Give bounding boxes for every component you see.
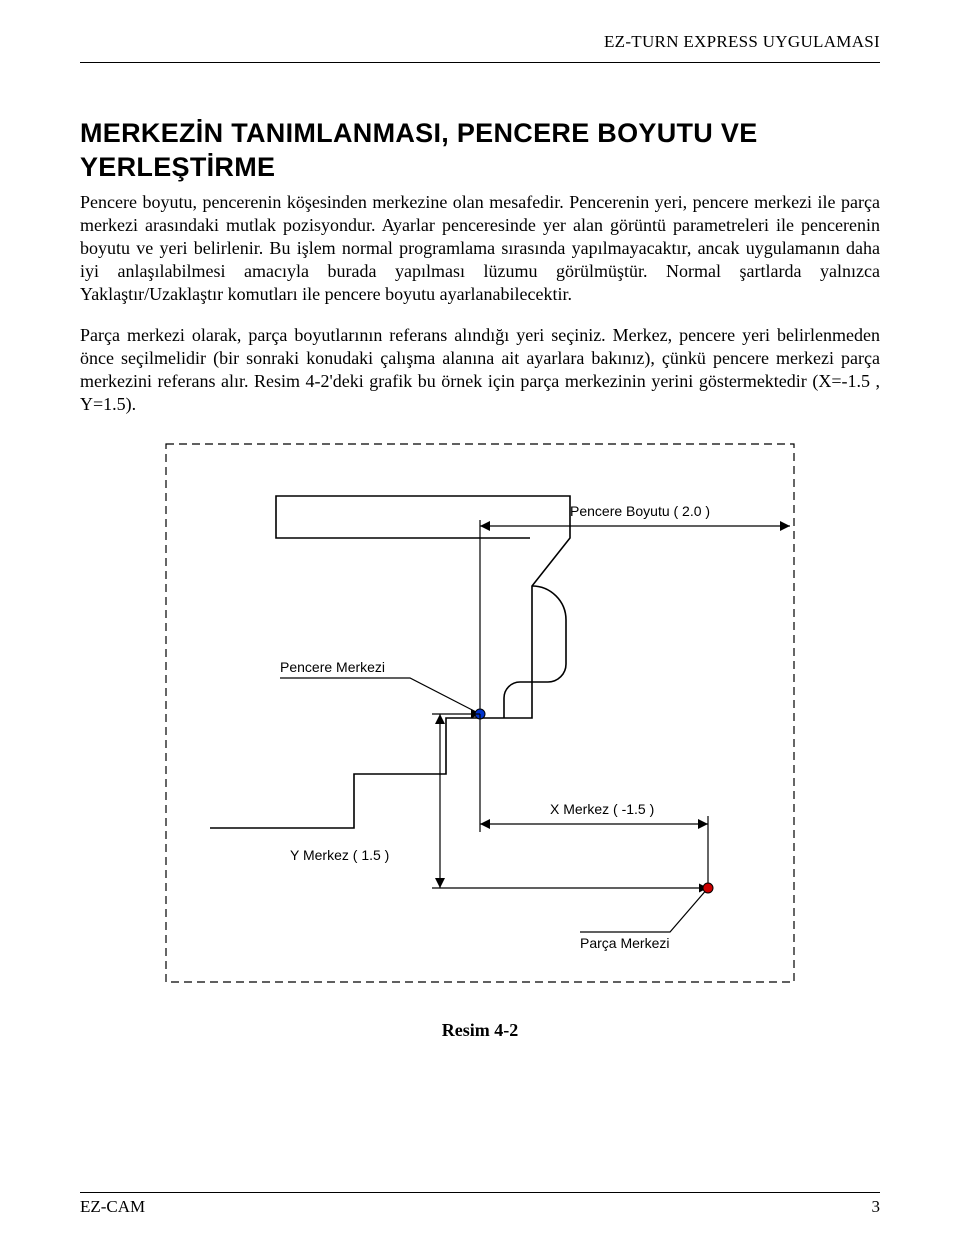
paragraph-1: Pencere boyutu, pencerenin köşesinden me…: [80, 191, 880, 306]
footer-page-number: 3: [872, 1197, 881, 1217]
figure-4-2: Pencere Boyutu ( 2.0 ) Pencere Merkezi X M…: [150, 434, 810, 994]
figure-caption: Resim 4-2: [80, 1020, 880, 1041]
svg-text:Pencere Merkezi: Pencere Merkezi: [280, 659, 385, 675]
header-rule: [80, 62, 880, 63]
paragraph-2: Parça merkezi olarak, parça boyutlarının…: [80, 324, 880, 416]
diagram-svg: Pencere Boyutu ( 2.0 ) Pencere Merkezi X M…: [150, 434, 810, 994]
header-text: EZ-TURN EXPRESS UYGULAMASI: [604, 32, 880, 51]
footer-left: EZ-CAM: [80, 1197, 145, 1217]
page-footer: EZ-CAM 3: [80, 1192, 880, 1217]
section-title: MERKEZİN TANIMLANMASI, PENCERE BOYUTU VE…: [80, 117, 880, 185]
footer-rule: [80, 1192, 880, 1193]
svg-text:Parça Merkezi: Parça Merkezi: [580, 935, 669, 951]
page-header: EZ-TURN EXPRESS UYGULAMASI: [80, 0, 880, 62]
svg-text:Pencere Boyutu ( 2.0 ): Pencere Boyutu ( 2.0 ): [570, 503, 710, 519]
svg-text:X Merkez ( -1.5 ): X Merkez ( -1.5 ): [550, 801, 654, 817]
svg-text:Y Merkez ( 1.5 ): Y Merkez ( 1.5 ): [290, 847, 389, 863]
